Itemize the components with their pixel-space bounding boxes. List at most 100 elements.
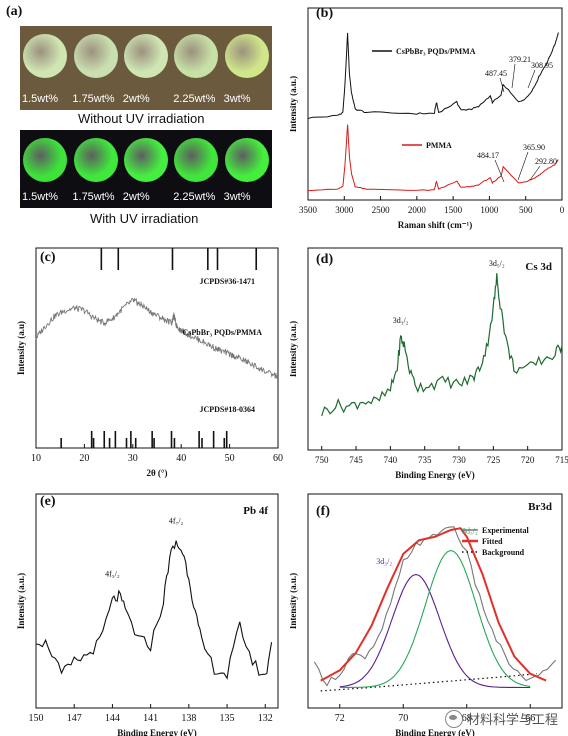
sample-label: 2wt% — [122, 191, 150, 203]
annotation-line — [527, 69, 536, 89]
sample-disk — [224, 138, 269, 182]
sample-label: 3wt% — [223, 191, 251, 203]
chart-raman: 3500 3000 2500 2000 1500 1000 500 0 Raman shift … — [290, 7, 565, 230]
sample-disk — [124, 138, 168, 182]
sample-disk — [73, 34, 118, 78]
x-tick-label: 3000 — [335, 205, 354, 215]
legend-label: PMMA — [426, 141, 452, 150]
legend-label: Experimental — [482, 526, 529, 535]
cs3d-series-line — [321, 273, 563, 417]
x-tick-label: 40 — [176, 453, 186, 464]
peak-annotation: 308.95 — [531, 61, 553, 70]
x-tick-label: 735 — [418, 455, 432, 465]
background-line — [320, 673, 537, 692]
sample-disk — [174, 138, 219, 182]
photo-with-uv: 1.5wt% 1.75wt% 2wt% 2.25wt% 3wt% — [20, 130, 272, 208]
x-tick-label: 150 — [29, 713, 44, 724]
x-tick-label: 740 — [384, 455, 398, 465]
pb4f-series-line — [35, 540, 273, 680]
x-axis-label: Binding Energy (eV) — [117, 728, 197, 736]
sample-disk — [124, 34, 168, 78]
y-axis-label: Intensity (a.u.) — [290, 76, 298, 132]
x-tick-label: 500 — [519, 205, 533, 215]
watermark: 材料科学与工程 — [444, 709, 558, 728]
plot-frame — [35, 247, 279, 449]
component-3d32 — [339, 573, 531, 689]
panel-label-e: (e) — [40, 494, 56, 509]
chart-title: Cs 3d — [525, 261, 552, 273]
panel-label-b: (b) — [316, 6, 334, 21]
annotation-line — [517, 151, 529, 181]
annotation-line — [494, 159, 505, 183]
sample-disk — [73, 138, 118, 182]
x-tick-label: 2000 — [408, 205, 427, 215]
peak-annotation: 365.90 — [523, 143, 545, 152]
x-tick-label: 135 — [220, 713, 235, 724]
x-tick-label: 50 — [225, 453, 235, 464]
y-axis-label: Intensity (a.u.) — [16, 573, 26, 629]
peak-annotation: 379.21 — [509, 55, 531, 64]
x-tick-label: 1500 — [444, 205, 463, 215]
peak-label: 3d₅/₂ — [489, 259, 505, 268]
x-axis-label: Binding Energy (eV) — [395, 470, 475, 480]
y-axis-label: Intensity (a.u) — [16, 321, 26, 375]
chart-pb4f: Pb 4f 4f₅/₂ 4f₇/₂ 150 147 144 141 138 135 132 Bind… — [16, 493, 279, 736]
peak-label: 4f₇/₂ — [169, 517, 184, 526]
peak-label: 4f₅/₂ — [105, 569, 120, 578]
plot-frame — [307, 247, 563, 451]
caption-without-uv: Without UV irradiation — [78, 111, 205, 126]
x-tick-label: 730 — [452, 455, 466, 465]
peak-annotation: 292.80 — [535, 157, 557, 166]
plot-frame — [35, 493, 279, 709]
x-tick-label: 70 — [398, 713, 408, 724]
x-tick-label: 715 — [555, 455, 568, 465]
y-axis-label: Intensity (a.u.) — [290, 321, 298, 377]
legend-label: Background — [482, 548, 525, 557]
chart-title: Br3d — [528, 501, 552, 513]
panel-label-c: (c) — [40, 250, 56, 265]
reference-label: JCPDS#36-1471 — [199, 277, 255, 286]
x-tick-label: 72 — [335, 713, 345, 724]
x-tick-label: 20 — [79, 453, 89, 464]
legend-label: Fitted — [482, 537, 503, 546]
annotation-line — [529, 165, 541, 181]
peak-label: 3d₃/₂ — [393, 316, 409, 325]
panel-label-d: (d) — [316, 252, 334, 267]
x-tick-label: 720 — [521, 455, 535, 465]
sample-label: 1.5wt% — [22, 93, 59, 105]
x-tick-label: 147 — [67, 713, 82, 724]
photo-without-uv: 1.5wt% 1.75wt% 2wt% 2.25wt% 3wt% — [20, 26, 272, 110]
annotation-line — [511, 63, 516, 89]
x-tick-label: 138 — [181, 713, 196, 724]
y-axis-label: Intensity (a.u.) — [290, 573, 298, 629]
x-tick-label: 141 — [143, 713, 158, 724]
raman-series-line — [307, 32, 559, 119]
raman-series-line — [307, 124, 559, 192]
x-axis-label: 2θ (°) — [146, 468, 167, 478]
xrd-series-line — [35, 297, 279, 380]
component-3d52 — [339, 549, 531, 688]
peak-label: 3d₃/₂ — [376, 557, 392, 566]
x-tick-label: 3500 — [299, 205, 318, 215]
legend-label: CsPbBr₃ PQDs/PMMA — [396, 47, 476, 56]
sample-label: 1.75wt% — [72, 93, 115, 105]
series-label: CsPbBr₃ PQDs/PMMA — [183, 328, 263, 337]
plot-frame — [307, 7, 563, 201]
annotation-line — [499, 77, 505, 93]
peak-annotation: 484.17 — [477, 151, 499, 160]
sample-label: 2.25wt% — [173, 93, 216, 105]
panel-label-a: (a) — [6, 4, 23, 19]
x-axis-label: Raman shift (cm⁻¹) — [398, 220, 472, 230]
peak-label: 3d₅/₂ — [462, 526, 478, 535]
caption-with-uv: With UV irradiation — [90, 211, 199, 226]
chart-title: Pb 4f — [243, 505, 268, 517]
sample-label: 2wt% — [122, 93, 150, 105]
sample-label: 2.25wt% — [173, 191, 216, 203]
chart-cs3d: Cs 3d 3d₃/₂ 3d₅/₂ 750 745 740 735 730 725 720 715 B… — [290, 247, 568, 480]
x-tick-label: 30 — [128, 453, 138, 464]
x-tick-label: 745 — [349, 455, 363, 465]
chart-br3d: Br3d 3d₃/₂ 3d₅/₂ Experimental Fitted Backgrou… — [290, 493, 563, 736]
fitted-line — [320, 527, 547, 682]
sample-disk — [174, 34, 219, 78]
x-tick-label: 68 — [462, 713, 472, 724]
